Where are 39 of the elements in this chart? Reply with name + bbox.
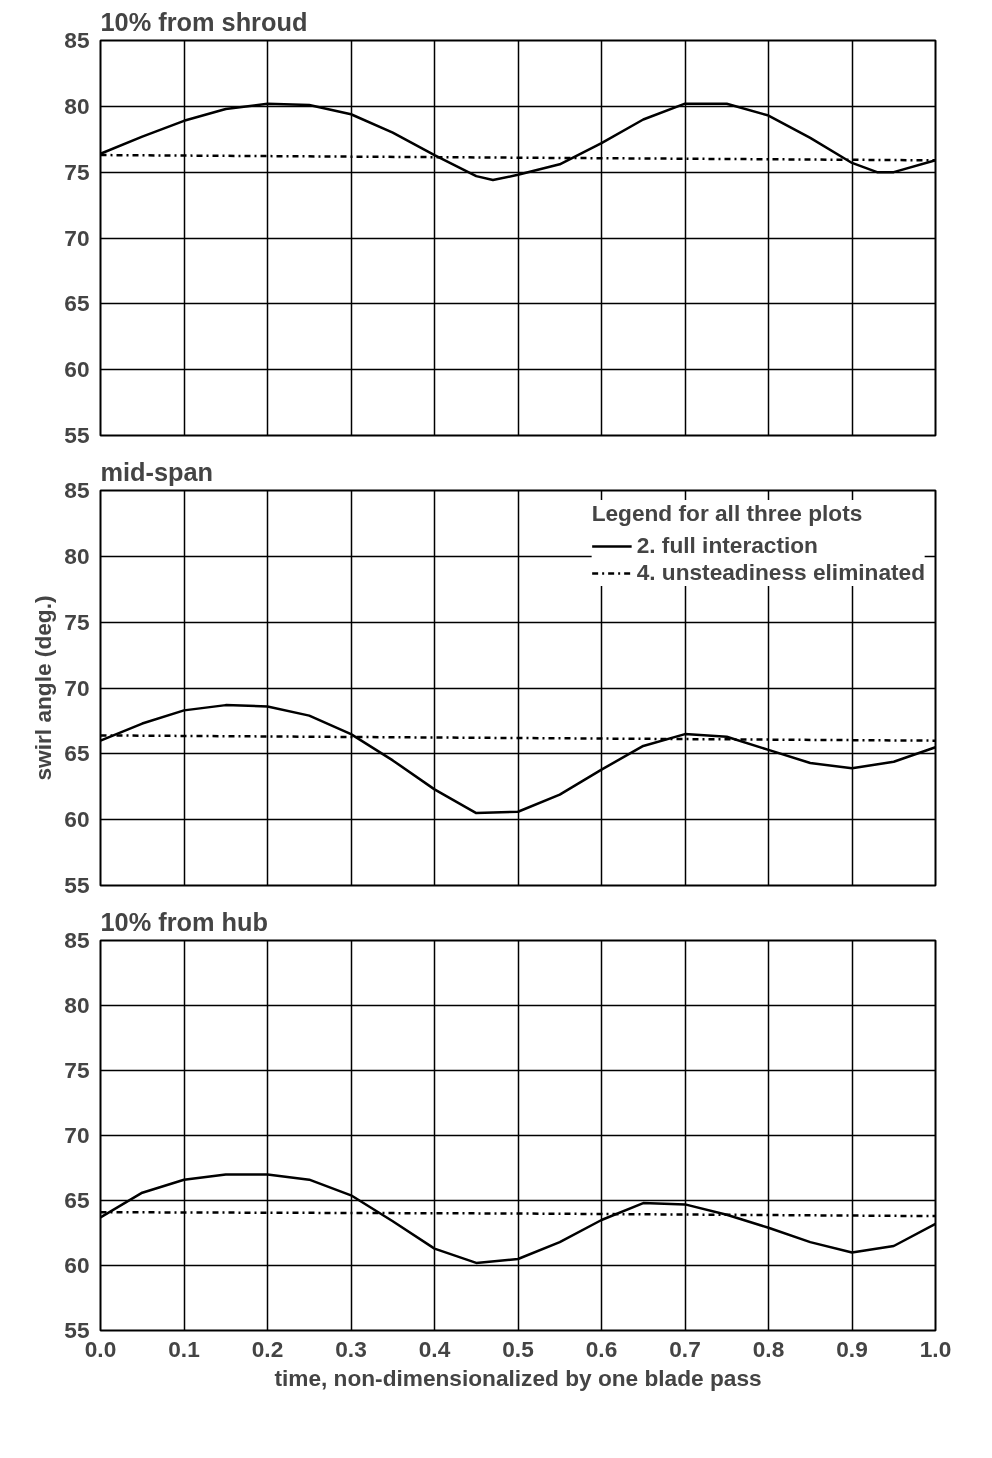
y-tick-label: 65 xyxy=(64,1187,90,1213)
chart-title: 10% from shroud xyxy=(100,7,308,36)
y-tick-label: 85 xyxy=(64,27,90,53)
legend-label: 4. unsteadiness eliminated xyxy=(636,559,925,586)
y-tick-label: 85 xyxy=(64,927,90,953)
y-tick-label: 70 xyxy=(64,224,90,251)
y-tick-label: 80 xyxy=(64,92,90,119)
y-tick-label: 65 xyxy=(64,740,90,767)
y-axis-title: swirl angle (deg.) xyxy=(30,595,57,781)
y-tick-label: 65 xyxy=(64,290,90,317)
x-tick-label: 0.4 xyxy=(418,1335,451,1362)
y-tick-label: 60 xyxy=(64,356,90,383)
x-tick-label: 0.9 xyxy=(836,1335,868,1362)
x-tick-label: 0.1 xyxy=(168,1335,200,1362)
x-tick-label: 0.2 xyxy=(251,1335,284,1362)
y-tick-label: 85 xyxy=(64,477,90,503)
y-tick-label: 80 xyxy=(64,992,90,1018)
y-tick-label: 75 xyxy=(64,1057,90,1083)
y-tick-label: 80 xyxy=(64,542,90,569)
y-tick-label: 75 xyxy=(64,608,90,635)
x-tick-label: 0.6 xyxy=(585,1335,618,1362)
y-tick-label: 70 xyxy=(64,674,90,701)
y-tick-label: 60 xyxy=(64,806,90,833)
chart-title: 10% from hub xyxy=(100,907,268,936)
x-tick-label: 0.5 xyxy=(502,1335,534,1362)
x-tick-label: 0.7 xyxy=(669,1335,701,1362)
y-tick-label: 70 xyxy=(64,1122,90,1148)
y-tick-label: 75 xyxy=(64,158,90,185)
y-tick-label: 55 xyxy=(64,1317,90,1343)
x-tick-label: 0.3 xyxy=(335,1335,367,1362)
chart-title: mid-span xyxy=(100,457,214,486)
x-axis-title: time, non-dimensionalized by one blade pass xyxy=(274,1364,762,1391)
y-tick-label: 60 xyxy=(64,1252,90,1278)
y-tick-label: 55 xyxy=(64,872,90,898)
x-tick-label: 1.0 xyxy=(919,1335,952,1362)
x-tick-label: 0.8 xyxy=(752,1335,785,1362)
legend-label: 2. full interaction xyxy=(636,532,818,559)
legend-title: Legend for all three plots xyxy=(591,500,864,527)
y-tick-label: 55 xyxy=(64,422,90,448)
